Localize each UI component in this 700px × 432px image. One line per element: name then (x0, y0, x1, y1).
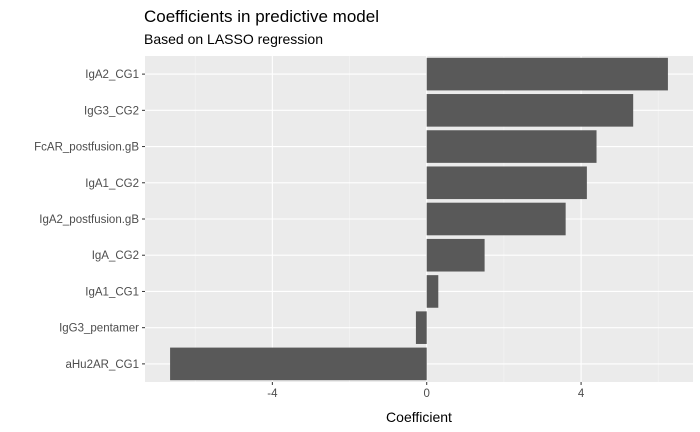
y-tick-label: IgG3_CG2 (84, 105, 139, 117)
bar (426, 275, 439, 308)
x-tick-label: -4 (267, 388, 278, 400)
y-tick-label: IgA1_CG2 (85, 178, 139, 190)
y-tick-label: IgA_CG2 (92, 250, 139, 262)
y-tick-label: IgG3_pentamer (59, 323, 139, 335)
x-tick-label: 0 (424, 388, 430, 400)
bars (170, 57, 668, 381)
chart-subtitle: Based on LASSO regression (144, 31, 323, 47)
x-axis-label: Coefficient (386, 409, 452, 425)
bar (415, 311, 427, 344)
chart-title: Coefficients in predictive model (144, 7, 379, 26)
y-axis: IgA2_CG1 IgG3_CG2 FcAR_postfusion.gB IgA1_C… (34, 69, 145, 371)
y-tick-label: FcAR_postfusion.gB (34, 142, 139, 154)
y-tick-label: IgA2_postfusion.gB (39, 214, 139, 226)
y-tick-label: aHu2AR_CG1 (65, 359, 139, 371)
bar (426, 130, 597, 163)
bar (426, 57, 668, 91)
x-tick-label: 4 (578, 388, 585, 400)
y-tick-label: IgA2_CG1 (85, 69, 139, 81)
bar (426, 202, 566, 236)
bar (426, 166, 587, 200)
y-tick-label: IgA1_CG1 (85, 286, 139, 298)
bar (426, 94, 634, 127)
x-axis: -4 0 4 (267, 382, 585, 400)
bar (426, 238, 485, 272)
bar (170, 347, 427, 381)
